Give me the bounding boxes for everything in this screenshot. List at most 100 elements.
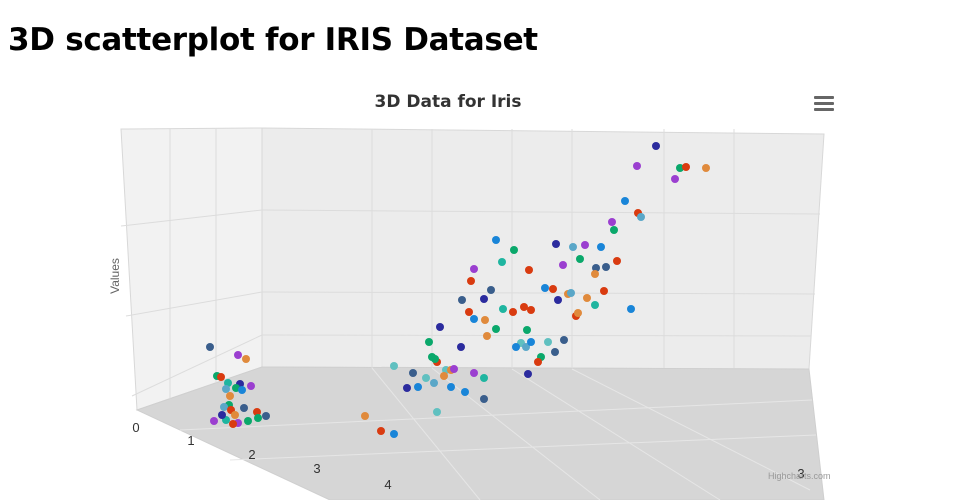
data-point[interactable]	[403, 384, 411, 392]
data-point[interactable]	[480, 295, 488, 303]
data-point[interactable]	[481, 316, 489, 324]
data-point[interactable]	[247, 382, 255, 390]
data-point[interactable]	[560, 336, 568, 344]
data-point[interactable]	[671, 175, 679, 183]
data-point[interactable]	[226, 392, 234, 400]
data-point[interactable]	[509, 308, 517, 316]
data-point[interactable]	[702, 164, 710, 172]
data-point[interactable]	[218, 411, 226, 419]
data-point[interactable]	[217, 373, 225, 381]
x-tick-label: 3	[313, 461, 320, 476]
data-point[interactable]	[361, 412, 369, 420]
data-point[interactable]	[242, 355, 250, 363]
data-point[interactable]	[492, 325, 500, 333]
data-point[interactable]	[458, 296, 466, 304]
data-point[interactable]	[262, 412, 270, 420]
data-point[interactable]	[390, 430, 398, 438]
data-point[interactable]	[592, 264, 600, 272]
data-point[interactable]	[470, 315, 478, 323]
data-point[interactable]	[591, 301, 599, 309]
data-point[interactable]	[487, 286, 495, 294]
data-point[interactable]	[541, 284, 549, 292]
data-point[interactable]	[499, 305, 507, 313]
data-point[interactable]	[633, 162, 641, 170]
data-point[interactable]	[581, 241, 589, 249]
data-point[interactable]	[652, 142, 660, 150]
data-point[interactable]	[414, 383, 422, 391]
data-point[interactable]	[234, 351, 242, 359]
data-point[interactable]	[253, 408, 261, 416]
data-point[interactable]	[567, 289, 575, 297]
data-point[interactable]	[498, 258, 506, 266]
data-point[interactable]	[457, 343, 465, 351]
data-point[interactable]	[574, 309, 582, 317]
data-point[interactable]	[613, 257, 621, 265]
data-point[interactable]	[222, 385, 230, 393]
data-point[interactable]	[483, 332, 491, 340]
data-point[interactable]	[480, 395, 488, 403]
data-point[interactable]	[569, 243, 577, 251]
data-point[interactable]	[591, 270, 599, 278]
data-point[interactable]	[576, 255, 584, 263]
data-point[interactable]	[524, 370, 532, 378]
data-point[interactable]	[682, 163, 690, 171]
data-point[interactable]	[447, 383, 455, 391]
data-point[interactable]	[409, 369, 417, 377]
data-point[interactable]	[238, 386, 246, 394]
data-point[interactable]	[549, 285, 557, 293]
data-point[interactable]	[377, 427, 385, 435]
data-point[interactable]	[492, 236, 500, 244]
data-point[interactable]	[552, 240, 560, 248]
z-tick-label: 3	[797, 466, 804, 481]
data-point[interactable]	[210, 417, 218, 425]
data-point[interactable]	[523, 326, 531, 334]
data-point[interactable]	[520, 303, 528, 311]
data-point[interactable]	[244, 417, 252, 425]
data-point[interactable]	[527, 306, 535, 314]
data-point[interactable]	[467, 277, 475, 285]
data-point[interactable]	[559, 261, 567, 269]
data-point[interactable]	[220, 403, 228, 411]
data-point[interactable]	[231, 411, 239, 419]
data-point[interactable]	[522, 343, 530, 351]
data-point[interactable]	[450, 365, 458, 373]
data-point[interactable]	[551, 348, 559, 356]
data-point[interactable]	[470, 369, 478, 377]
data-point[interactable]	[433, 408, 441, 416]
data-point[interactable]	[527, 338, 535, 346]
data-point[interactable]	[254, 414, 262, 422]
data-point[interactable]	[627, 305, 635, 313]
data-point[interactable]	[461, 388, 469, 396]
data-point[interactable]	[440, 372, 448, 380]
data-point[interactable]	[525, 266, 533, 274]
data-point[interactable]	[637, 213, 645, 221]
data-point[interactable]	[544, 338, 552, 346]
data-point[interactable]	[206, 343, 214, 351]
data-point[interactable]	[510, 246, 518, 254]
data-point[interactable]	[480, 374, 488, 382]
data-point[interactable]	[422, 374, 430, 382]
data-point[interactable]	[583, 294, 591, 302]
page-title: 3D scatterplot for IRIS Dataset	[8, 22, 538, 58]
data-point[interactable]	[430, 379, 438, 387]
data-point[interactable]	[512, 343, 520, 351]
data-point[interactable]	[610, 226, 618, 234]
data-point[interactable]	[600, 287, 608, 295]
data-point[interactable]	[554, 296, 562, 304]
hamburger-menu-icon[interactable]	[814, 96, 834, 114]
data-point[interactable]	[436, 323, 444, 331]
data-point[interactable]	[229, 420, 237, 428]
data-point[interactable]	[676, 164, 684, 172]
data-point[interactable]	[602, 263, 610, 271]
data-point[interactable]	[425, 338, 433, 346]
data-point[interactable]	[465, 308, 473, 316]
data-point[interactable]	[597, 243, 605, 251]
data-point[interactable]	[470, 265, 478, 273]
credits-link[interactable]: Highcharts.com	[768, 471, 831, 481]
data-point[interactable]	[608, 218, 616, 226]
data-point[interactable]	[390, 362, 398, 370]
data-point[interactable]	[621, 197, 629, 205]
data-point[interactable]	[534, 358, 542, 366]
data-point[interactable]	[431, 355, 439, 363]
data-point[interactable]	[240, 404, 248, 412]
